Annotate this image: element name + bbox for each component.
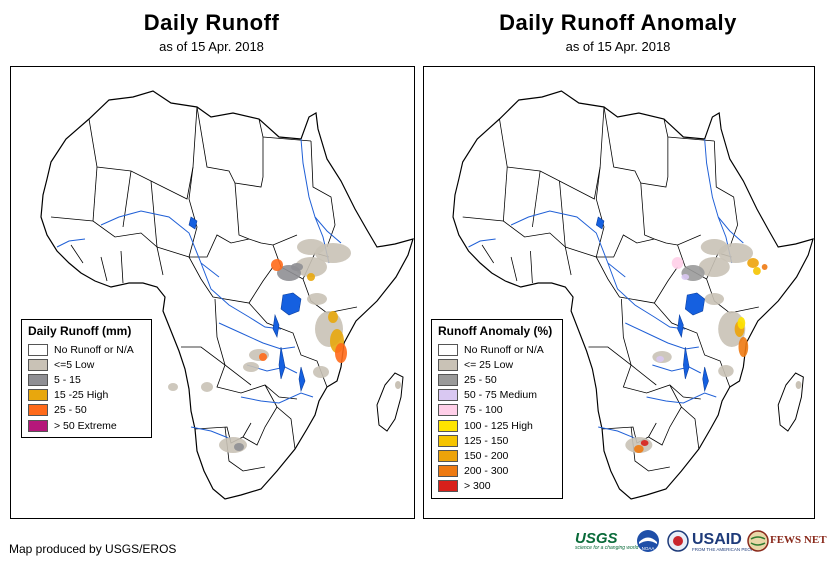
legend-label: 25 - 50 bbox=[54, 404, 87, 417]
runoff-anomaly-areas bbox=[625, 239, 768, 453]
noaa-logo: NOAA bbox=[637, 530, 659, 552]
legend-label: <= 25 Low bbox=[464, 358, 514, 371]
legend-item: <= 25 Low bbox=[438, 357, 556, 372]
usaid-seal-icon bbox=[667, 530, 689, 552]
legend-swatch bbox=[438, 434, 458, 447]
right-map-canvas bbox=[452, 90, 814, 500]
legend-item: > 50 Extreme bbox=[28, 418, 145, 433]
legend-label: 25 - 50 bbox=[464, 373, 497, 386]
usaid-logo: USAID FROM THE AMERICAN PEOPLE bbox=[692, 531, 759, 552]
legend-label: 200 - 300 bbox=[464, 465, 509, 478]
left-legend-title: Daily Runoff (mm) bbox=[28, 324, 132, 338]
usaid-wordmark: USAID bbox=[692, 531, 742, 548]
legend-label: 100 - 125 High bbox=[464, 419, 533, 432]
left-map-panel: Daily Runoff (mm) No Runoff or N/A <=5 Lo… bbox=[10, 66, 415, 519]
usaid-tagline: FROM THE AMERICAN PEOPLE bbox=[692, 547, 760, 552]
legend-swatch bbox=[438, 404, 458, 417]
right-legend: Runoff Anomaly (%) No Runoff or N/A <= 25… bbox=[431, 319, 563, 499]
fewsnet-logo: FEWS NET bbox=[770, 534, 827, 546]
lakes bbox=[188, 216, 306, 393]
usgs-tagline: science for a changing world bbox=[575, 545, 639, 551]
legend-item: 150 - 200 bbox=[438, 448, 556, 463]
usgs-logo: USGS science for a changing world bbox=[575, 530, 638, 551]
legend-swatch bbox=[28, 389, 48, 402]
legend-item: 100 - 125 High bbox=[438, 418, 556, 433]
legend-label: > 300 bbox=[464, 480, 491, 493]
legend-item: 75 - 100 bbox=[438, 403, 556, 418]
legend-label: No Runoff or N/A bbox=[464, 343, 544, 356]
legend-swatch bbox=[438, 480, 458, 493]
legend-label: 50 - 75 Medium bbox=[464, 389, 537, 402]
legend-swatch bbox=[438, 358, 458, 371]
legend-item: 50 - 75 Medium bbox=[438, 388, 556, 403]
right-map-panel: Runoff Anomaly (%) No Runoff or N/A <= 25… bbox=[423, 66, 815, 519]
legend-item: No Runoff or N/A bbox=[28, 342, 145, 357]
legend-item: 25 - 50 bbox=[438, 372, 556, 387]
legend-swatch bbox=[438, 465, 458, 478]
madagascar bbox=[777, 372, 804, 432]
left-map-title: Daily Runoff bbox=[143, 10, 280, 35]
legend-item: 25 - 50 bbox=[28, 403, 145, 418]
left-map-canvas bbox=[40, 90, 414, 500]
madagascar bbox=[376, 372, 404, 432]
legend-label: 150 - 200 bbox=[464, 449, 509, 462]
legend-swatch bbox=[28, 343, 48, 356]
legend-label: 15 -25 High bbox=[54, 389, 109, 402]
africa-outline bbox=[452, 90, 814, 500]
map-credit: Map produced by USGS/EROS bbox=[9, 542, 177, 556]
legend-item: No Runoff or N/A bbox=[438, 342, 556, 357]
rivers bbox=[468, 138, 744, 440]
agency-logos: USGS science for a changing world NOAA U… bbox=[575, 528, 827, 558]
legend-item: <=5 Low bbox=[28, 357, 145, 372]
usgs-wordmark: USGS bbox=[575, 530, 618, 547]
legend-label: 125 - 150 bbox=[464, 434, 509, 447]
legend-item: 15 -25 High bbox=[28, 388, 145, 403]
legend-swatch bbox=[28, 419, 48, 432]
lakes bbox=[595, 216, 709, 393]
legend-swatch bbox=[438, 373, 458, 386]
runoff-areas bbox=[168, 239, 351, 453]
left-map-subtitle: as of 15 Apr. 2018 bbox=[159, 39, 264, 54]
right-map-subtitle: as of 15 Apr. 2018 bbox=[565, 39, 671, 54]
legend-label: <=5 Low bbox=[54, 358, 95, 371]
legend-label: > 50 Extreme bbox=[54, 419, 117, 432]
legend-swatch bbox=[438, 419, 458, 432]
right-legend-list: No Runoff or N/A <= 25 Low 25 - 50 50 - 75 … bbox=[438, 342, 556, 494]
legend-swatch bbox=[438, 389, 458, 402]
africa-outline bbox=[40, 90, 414, 500]
fewsnet-globe-icon bbox=[747, 530, 769, 552]
right-map-title: Daily Runoff Anomaly bbox=[499, 10, 737, 35]
legend-swatch bbox=[438, 449, 458, 462]
legend-swatch bbox=[28, 373, 48, 386]
legend-swatch bbox=[28, 358, 48, 371]
legend-swatch bbox=[28, 404, 48, 417]
legend-label: No Runoff or N/A bbox=[54, 343, 134, 356]
legend-label: 75 - 100 bbox=[464, 404, 503, 417]
legend-swatch bbox=[438, 343, 458, 356]
legend-item: 125 - 150 bbox=[438, 433, 556, 448]
legend-item: > 300 bbox=[438, 479, 556, 494]
svg-text:NOAA: NOAA bbox=[642, 546, 655, 551]
legend-item: 200 - 300 bbox=[438, 464, 556, 479]
left-legend: Daily Runoff (mm) No Runoff or N/A <=5 Lo… bbox=[21, 319, 152, 439]
legend-label: 5 - 15 bbox=[54, 373, 81, 386]
left-legend-list: No Runoff or N/A <=5 Low 5 - 15 15 -25 High… bbox=[28, 342, 145, 433]
right-legend-title: Runoff Anomaly (%) bbox=[438, 324, 553, 338]
legend-item: 5 - 15 bbox=[28, 372, 145, 387]
